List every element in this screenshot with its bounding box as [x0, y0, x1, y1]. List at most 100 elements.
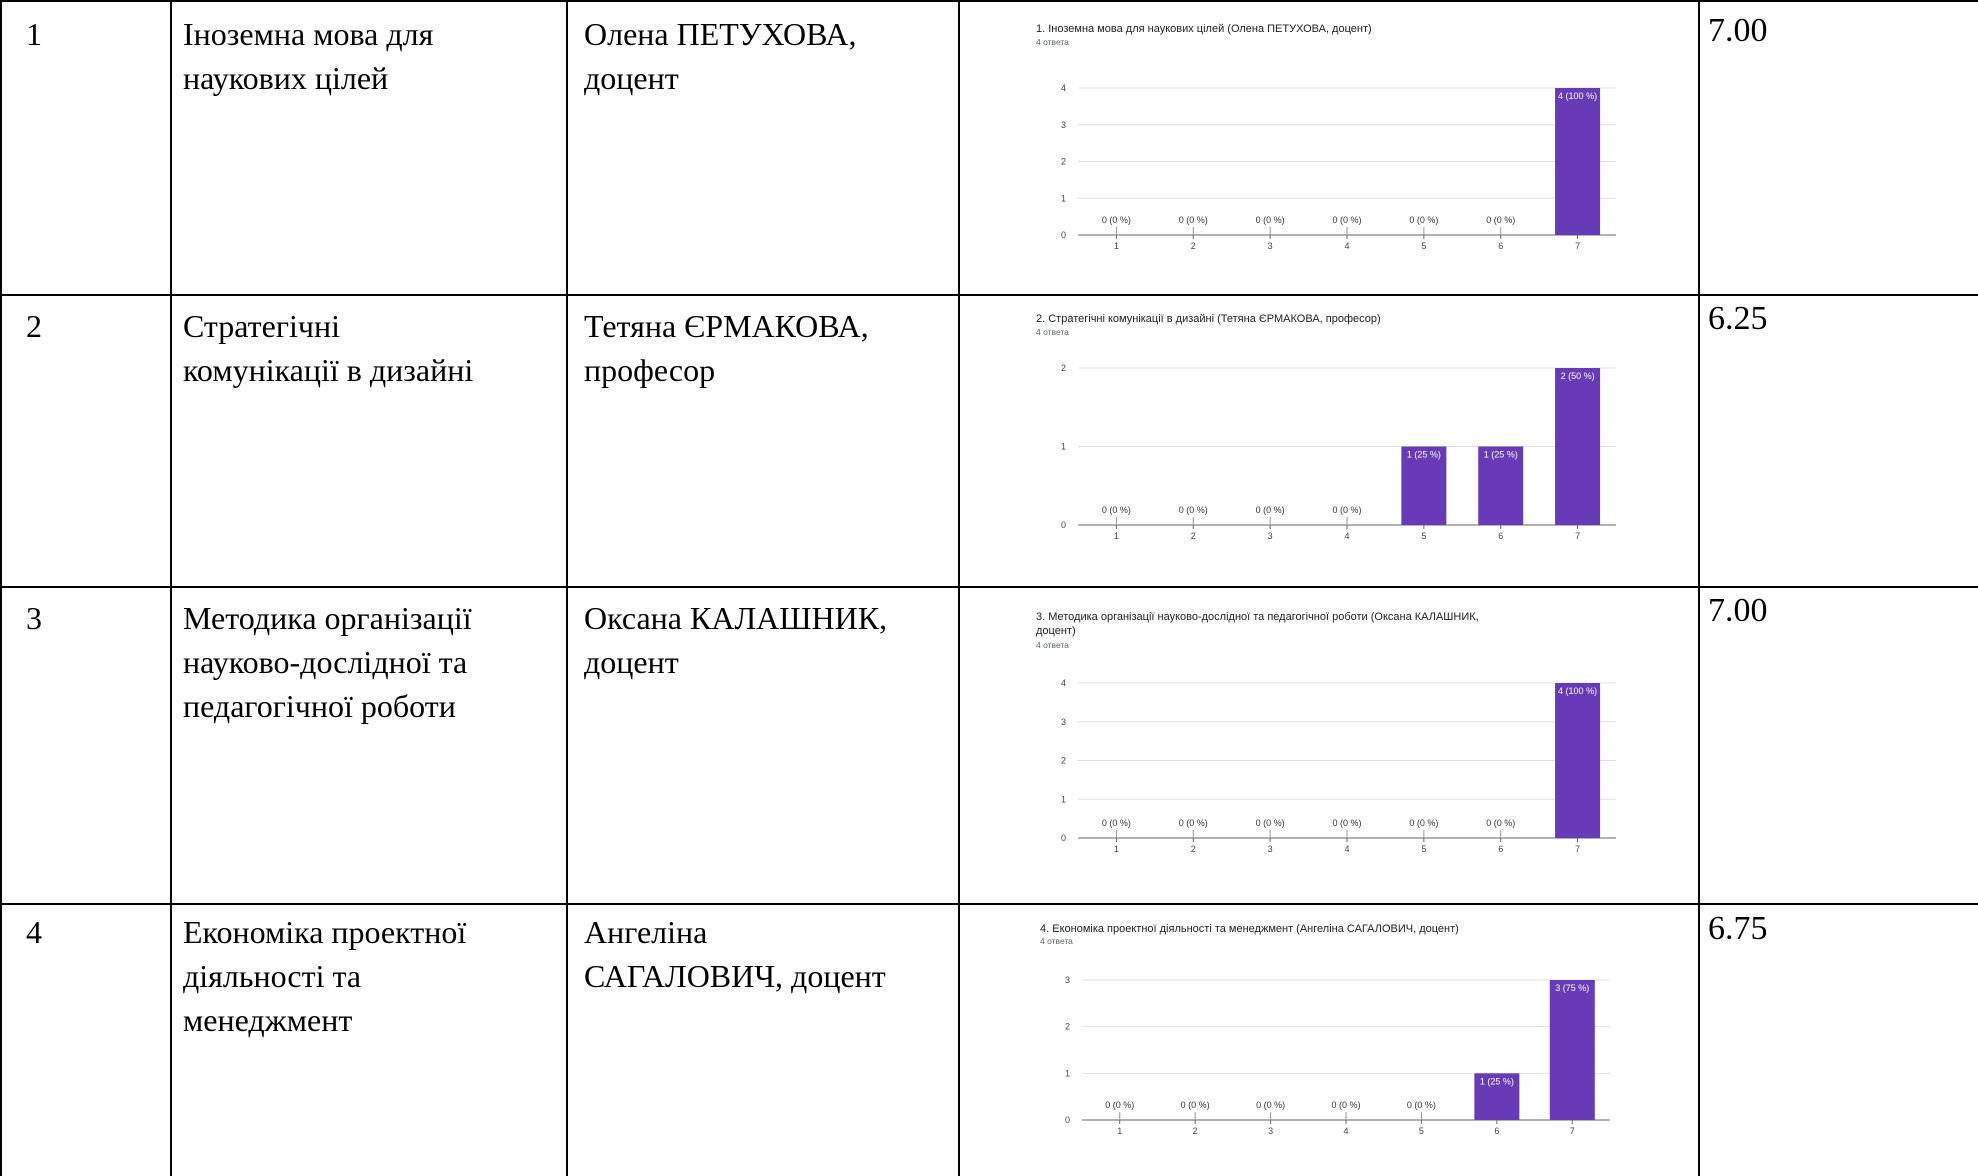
y-tick-label: 4 [1061, 83, 1066, 93]
average-score: 6.25 [1708, 300, 1768, 337]
data-label: 2 (50 %) [1561, 371, 1595, 381]
table-border-top [0, 0, 1978, 2]
subject-name: Стратегічні комунікації в дизайні [183, 308, 474, 388]
chart-response-count: 4 ответа [1036, 640, 1069, 650]
chart-4: 4. Економіка проектної діяльності та мен… [1040, 910, 1630, 1146]
y-tick-label: 2 [1061, 363, 1066, 373]
x-tick-label: 1 [1117, 1126, 1122, 1136]
average-score: 7.00 [1708, 12, 1768, 49]
data-label: 0 (0 %) [1105, 1100, 1134, 1110]
row-number: 1 [26, 16, 42, 52]
data-label: 0 (0 %) [1486, 818, 1515, 828]
x-tick-label: 1 [1114, 531, 1119, 541]
bar-chart: 4. Економіка проектної діяльності та мен… [1040, 923, 1610, 1136]
data-label: 4 (100 %) [1558, 686, 1597, 696]
y-tick-label: 4 [1061, 678, 1066, 688]
data-label: 0 (0 %) [1332, 818, 1361, 828]
chart-title: 1. Іноземна мова для наукових цілей (Оле… [1036, 23, 1372, 35]
teacher-name: Тетяна ЄРМАКОВА, професор [584, 308, 869, 388]
x-tick-label: 7 [1575, 241, 1580, 251]
x-tick-label: 4 [1344, 531, 1349, 541]
x-tick-label: 4 [1344, 844, 1349, 854]
row-number: 2 [26, 308, 42, 344]
x-tick-label: 1 [1114, 241, 1119, 251]
x-tick-label: 5 [1421, 844, 1426, 854]
bar [1555, 88, 1601, 235]
data-label: 0 (0 %) [1179, 215, 1208, 225]
data-label: 0 (0 %) [1332, 505, 1361, 515]
chart-title: 2. Стратегічні комунікації в дизайні (Те… [1036, 313, 1381, 325]
chart-title: 4. Економіка проектної діяльності та мен… [1040, 923, 1459, 935]
column-divider [566, 0, 568, 1176]
column-divider [1698, 0, 1700, 1176]
x-tick-label: 3 [1268, 1126, 1273, 1136]
chart-3: 3. Методика організації науково-дослідно… [1036, 598, 1636, 878]
x-tick-label: 2 [1191, 531, 1196, 541]
x-tick-label: 3 [1268, 241, 1273, 251]
y-tick-label: 2 [1065, 1022, 1070, 1032]
x-tick-label: 2 [1191, 844, 1196, 854]
row-number: 4 [26, 914, 42, 950]
bar-chart: 1. Іноземна мова для наукових цілей (Оле… [1036, 23, 1616, 251]
y-tick-label: 1 [1061, 193, 1066, 203]
subject-name: Методика організації науково-дослідної т… [183, 600, 472, 724]
bar-chart: 3. Методика організації науково-дослідно… [1036, 611, 1616, 854]
x-tick-label: 5 [1419, 1126, 1424, 1136]
data-label: 0 (0 %) [1256, 505, 1285, 515]
data-label: 0 (0 %) [1179, 505, 1208, 515]
data-label: 0 (0 %) [1256, 215, 1285, 225]
y-tick-label: 1 [1061, 794, 1066, 804]
data-label: 0 (0 %) [1486, 215, 1515, 225]
row-number: 3 [26, 600, 42, 636]
bar [1478, 446, 1524, 525]
y-tick-label: 0 [1065, 1115, 1070, 1125]
bar [1549, 980, 1595, 1120]
x-tick-label: 6 [1494, 1126, 1499, 1136]
y-tick-label: 1 [1065, 1068, 1070, 1078]
data-label: 0 (0 %) [1256, 1100, 1285, 1110]
subject-name: Економіка проектної діяльності та менедж… [183, 914, 467, 1038]
bar-chart: 2. Стратегічні комунікації в дизайні (Те… [1036, 313, 1616, 541]
x-tick-label: 3 [1268, 531, 1273, 541]
data-label: 0 (0 %) [1102, 215, 1131, 225]
y-tick-label: 2 [1061, 157, 1066, 167]
chart-1: 1. Іноземна мова для наукових цілей (Оле… [1036, 10, 1636, 272]
bar [1401, 446, 1447, 525]
data-label: 1 (25 %) [1480, 1076, 1514, 1086]
row-divider [0, 903, 1978, 905]
column-divider [958, 0, 960, 1176]
data-label: 0 (0 %) [1331, 1100, 1360, 1110]
data-label: 0 (0 %) [1409, 215, 1438, 225]
row-divider [0, 586, 1978, 588]
x-tick-label: 5 [1421, 241, 1426, 251]
x-tick-label: 6 [1498, 241, 1503, 251]
y-tick-label: 3 [1061, 717, 1066, 727]
data-label: 0 (0 %) [1179, 818, 1208, 828]
data-label: 1 (25 %) [1407, 450, 1441, 460]
chart-2: 2. Стратегічні комунікації в дизайні (Те… [1036, 300, 1636, 570]
x-tick-label: 2 [1193, 1126, 1198, 1136]
x-tick-label: 2 [1191, 241, 1196, 251]
data-label: 1 (25 %) [1484, 450, 1518, 460]
x-tick-label: 7 [1570, 1126, 1575, 1136]
data-label: 0 (0 %) [1181, 1100, 1210, 1110]
teacher-name: Оксана КАЛАШНИК, доцент [584, 600, 888, 680]
x-tick-label: 4 [1343, 1126, 1348, 1136]
teacher-name: Олена ПЕТУХОВА, доцент [584, 16, 857, 96]
y-tick-label: 1 [1061, 442, 1066, 452]
x-tick-label: 7 [1575, 844, 1580, 854]
chart-response-count: 4 ответа [1036, 327, 1069, 337]
x-tick-label: 6 [1498, 531, 1503, 541]
x-tick-label: 5 [1421, 531, 1426, 541]
bar [1555, 683, 1601, 838]
column-divider [0, 0, 2, 1176]
data-label: 0 (0 %) [1102, 505, 1131, 515]
average-score: 6.75 [1708, 910, 1768, 947]
data-label: 0 (0 %) [1332, 215, 1361, 225]
x-tick-label: 3 [1268, 844, 1273, 854]
y-tick-label: 0 [1061, 833, 1066, 843]
x-tick-label: 4 [1344, 241, 1349, 251]
y-tick-label: 0 [1061, 230, 1066, 240]
subject-name: Іноземна мова для наукових цілей [183, 16, 434, 96]
chart-response-count: 4 ответа [1040, 936, 1073, 946]
